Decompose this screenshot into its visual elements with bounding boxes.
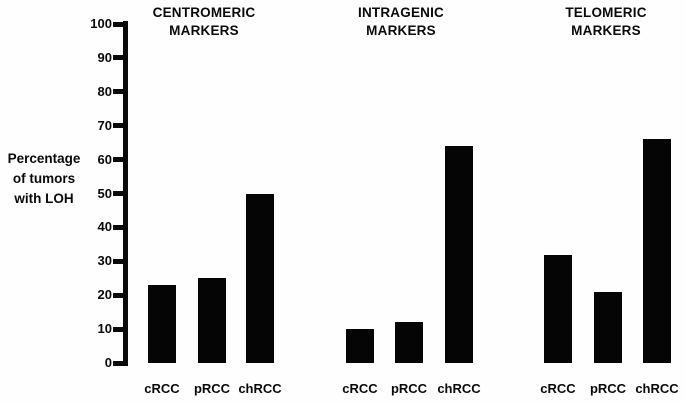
y-axis-tick — [113, 191, 124, 196]
bar-telomeric-chRCC — [643, 139, 671, 363]
bar-telomeric-pRCC — [594, 291, 622, 363]
y-axis-tick-label: 90 — [97, 49, 112, 65]
y-axis-tick-label: 40 — [97, 219, 112, 235]
x-axis-label-chRCC: chRCC — [635, 381, 679, 396]
y-axis-tick-label: 30 — [97, 253, 112, 269]
bar-telomeric-cRCC — [544, 254, 572, 363]
y-axis-title: Percentage of tumors with LOH — [7, 151, 81, 206]
group-title: TELOMERIC MARKERS — [565, 5, 647, 38]
group-title: CENTROMERIC MARKERS — [152, 5, 256, 38]
y-axis-tick-label: 60 — [97, 151, 112, 167]
y-axis-tick — [113, 123, 124, 129]
x-axis-label-cRCC: cRCC — [342, 381, 378, 396]
bar-intragenic-cRCC — [346, 329, 374, 363]
x-axis-label-chRCC: chRCC — [437, 381, 481, 396]
x-axis-label-cRCC: cRCC — [540, 381, 576, 396]
bar-intragenic-chRCC — [445, 146, 473, 363]
bar-centromeric-chRCC — [246, 193, 274, 363]
bar-intragenic-pRCC — [395, 322, 423, 363]
y-axis-tick — [113, 224, 124, 230]
y-axis-tick — [113, 292, 124, 298]
x-axis-label-cRCC: cRCC — [144, 381, 180, 396]
y-axis-tick — [113, 21, 124, 27]
x-axis-label-pRCC: pRCC — [193, 381, 231, 396]
y-axis-tick-label: 10 — [97, 321, 112, 337]
x-axis-label-chRCC: chRCC — [238, 381, 282, 396]
y-axis-tick — [113, 326, 124, 332]
bar-centromeric-cRCC — [148, 285, 176, 363]
group-title: INTRAGENIC MARKERS — [358, 5, 444, 38]
y-axis-tick-label: 20 — [97, 287, 112, 303]
y-axis-tick-label: 50 — [97, 185, 112, 201]
y-axis-tick — [113, 55, 124, 61]
bar-centromeric-pRCC — [198, 278, 226, 363]
y-axis-tick — [113, 89, 124, 95]
y-axis-tick-label: 70 — [97, 117, 112, 133]
y-axis-tick — [113, 360, 124, 366]
x-axis-label-pRCC: pRCC — [390, 381, 428, 396]
y-axis-tick-label: 0 — [104, 355, 112, 370]
y-axis-tick-label: 80 — [97, 83, 112, 99]
x-axis-label-pRCC: pRCC — [589, 381, 627, 396]
y-axis-line — [123, 21, 128, 366]
y-axis-tick — [113, 258, 124, 264]
y-axis-tick — [113, 157, 124, 163]
y-axis-tick-label: 100 — [90, 16, 112, 31]
